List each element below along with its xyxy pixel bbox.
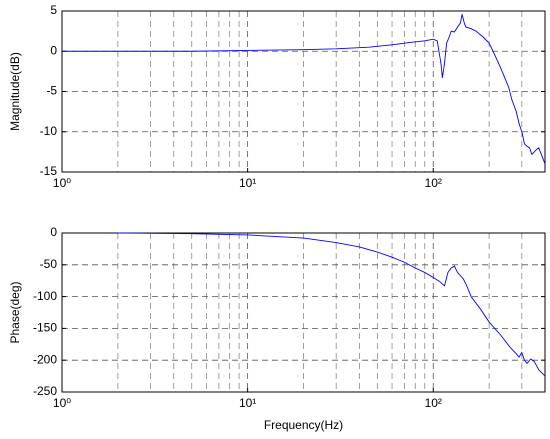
y-tick-label: -50 <box>40 257 58 271</box>
y-tick-label: -150 <box>33 321 57 335</box>
y-axis-label: Phase(deg) <box>8 281 22 343</box>
x-tick-label: 10¹ <box>239 396 256 410</box>
plot-frame <box>61 232 546 393</box>
x-axis-label: Frequency(Hz) <box>264 418 343 432</box>
x-tick-label: 10⁰ <box>53 176 71 190</box>
y-tick-label: 5 <box>50 3 57 17</box>
x-tick-label: 10¹ <box>239 176 256 190</box>
y-tick-label: -10 <box>40 124 58 138</box>
data-line <box>62 14 546 165</box>
y-tick-label: -15 <box>40 164 58 178</box>
x-tick-label: 10⁰ <box>53 396 71 410</box>
y-tick-label: -200 <box>33 352 57 366</box>
y-tick-label: -5 <box>46 84 57 98</box>
y-tick-label: 0 <box>50 43 57 57</box>
data-line <box>117 232 546 377</box>
y-tick-label: 0 <box>50 225 57 239</box>
y-tick-label: -100 <box>33 289 57 303</box>
y-axis-label: Magnitude(dB) <box>8 52 22 131</box>
x-tick-label: 10² <box>425 396 442 410</box>
y-tick-label: -250 <box>33 384 57 398</box>
plot-frame <box>61 10 546 173</box>
x-tick-label: 10² <box>425 176 442 190</box>
